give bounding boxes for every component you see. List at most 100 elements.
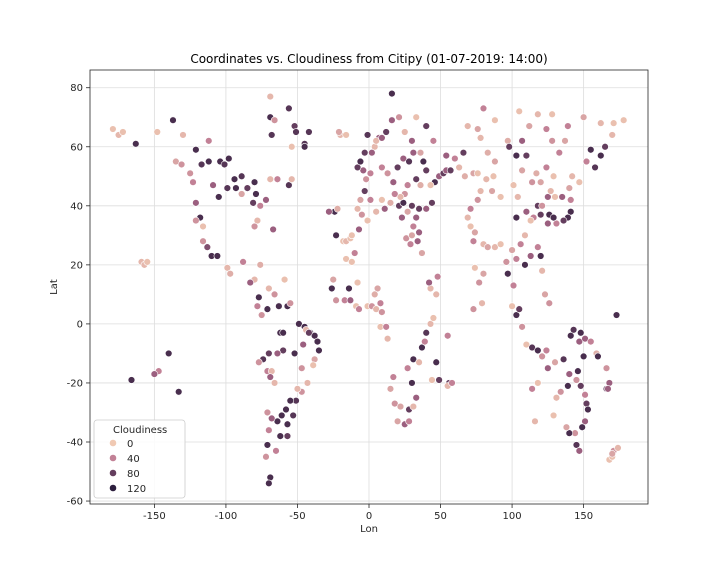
data-point bbox=[601, 143, 609, 151]
data-point bbox=[265, 426, 273, 434]
data-point bbox=[335, 128, 343, 136]
data-point bbox=[275, 302, 283, 310]
data-point bbox=[164, 349, 173, 358]
data-point bbox=[602, 364, 611, 372]
data-point bbox=[226, 270, 234, 278]
data-point bbox=[521, 261, 529, 269]
data-point bbox=[459, 148, 468, 157]
data-point bbox=[577, 382, 585, 390]
data-point bbox=[230, 175, 239, 183]
data-point bbox=[518, 137, 526, 145]
data-point bbox=[565, 370, 574, 378]
data-point bbox=[395, 113, 403, 121]
data-point bbox=[541, 290, 549, 299]
data-point bbox=[389, 373, 398, 381]
data-point bbox=[612, 311, 621, 319]
data-point bbox=[584, 405, 592, 414]
data-point bbox=[256, 261, 264, 269]
chart-title: Coordinates vs. Cloudiness from Citipy (… bbox=[190, 52, 547, 66]
data-point bbox=[366, 196, 375, 204]
legend-marker bbox=[109, 484, 117, 492]
data-point bbox=[256, 202, 264, 210]
data-point bbox=[569, 326, 578, 334]
data-point bbox=[412, 213, 420, 222]
data-point bbox=[461, 172, 469, 180]
data-point bbox=[534, 346, 542, 355]
data-point bbox=[386, 385, 395, 393]
data-point bbox=[496, 240, 505, 248]
data-point bbox=[471, 228, 479, 237]
data-point bbox=[484, 243, 492, 251]
data-point bbox=[597, 151, 605, 160]
data-point bbox=[446, 166, 455, 175]
data-point bbox=[522, 208, 531, 216]
data-point bbox=[557, 388, 565, 396]
data-point bbox=[223, 184, 232, 192]
data-point bbox=[268, 414, 276, 423]
data-point bbox=[428, 199, 436, 207]
data-point bbox=[286, 299, 295, 307]
data-point bbox=[262, 453, 270, 461]
y-tick-label: -20 bbox=[67, 378, 83, 389]
data-point bbox=[361, 187, 369, 195]
data-point bbox=[253, 302, 262, 310]
data-point bbox=[172, 157, 180, 166]
data-point bbox=[408, 231, 416, 240]
data-point bbox=[538, 267, 546, 275]
data-point bbox=[443, 332, 452, 340]
data-point bbox=[382, 323, 390, 331]
data-point bbox=[476, 187, 485, 195]
data-point bbox=[177, 160, 186, 169]
data-point bbox=[479, 270, 488, 278]
data-point bbox=[372, 208, 380, 216]
data-point bbox=[272, 447, 280, 455]
data-point bbox=[582, 157, 591, 166]
data-point bbox=[564, 122, 572, 130]
data-point bbox=[396, 193, 405, 201]
data-point bbox=[544, 219, 552, 228]
data-point bbox=[299, 340, 307, 349]
data-point bbox=[505, 143, 513, 151]
data-point bbox=[298, 364, 306, 372]
data-point bbox=[333, 205, 342, 213]
data-point bbox=[205, 157, 213, 166]
data-point bbox=[386, 199, 395, 207]
data-point bbox=[401, 128, 409, 136]
data-point bbox=[572, 441, 581, 449]
data-point bbox=[475, 278, 483, 287]
data-point bbox=[549, 213, 558, 222]
data-point bbox=[496, 193, 505, 201]
data-point bbox=[371, 290, 379, 299]
data-point bbox=[405, 417, 413, 426]
data-point bbox=[362, 175, 370, 183]
data-point bbox=[538, 352, 546, 361]
data-point bbox=[521, 231, 529, 240]
data-point bbox=[567, 196, 575, 204]
data-point bbox=[282, 405, 290, 414]
data-point bbox=[542, 163, 551, 172]
x-tick-label: 0 bbox=[366, 511, 372, 522]
data-point bbox=[581, 391, 589, 399]
data-point bbox=[559, 355, 568, 364]
data-point bbox=[350, 249, 359, 257]
data-point bbox=[257, 311, 266, 319]
data-point bbox=[504, 270, 512, 278]
data-point bbox=[474, 196, 482, 204]
data-point bbox=[199, 237, 207, 245]
data-point bbox=[426, 320, 435, 328]
data-point bbox=[359, 166, 367, 175]
data-point bbox=[552, 219, 561, 228]
legend-label: 40 bbox=[127, 454, 140, 465]
data-point bbox=[313, 337, 322, 346]
data-point bbox=[203, 243, 212, 251]
data-point bbox=[409, 222, 418, 231]
data-point bbox=[536, 178, 545, 186]
data-point bbox=[383, 334, 392, 343]
data-point bbox=[300, 143, 309, 151]
data-point bbox=[579, 352, 588, 361]
data-point bbox=[389, 178, 398, 186]
data-point bbox=[549, 411, 558, 420]
data-point bbox=[415, 228, 423, 237]
data-point bbox=[559, 216, 568, 225]
data-point bbox=[363, 216, 372, 225]
